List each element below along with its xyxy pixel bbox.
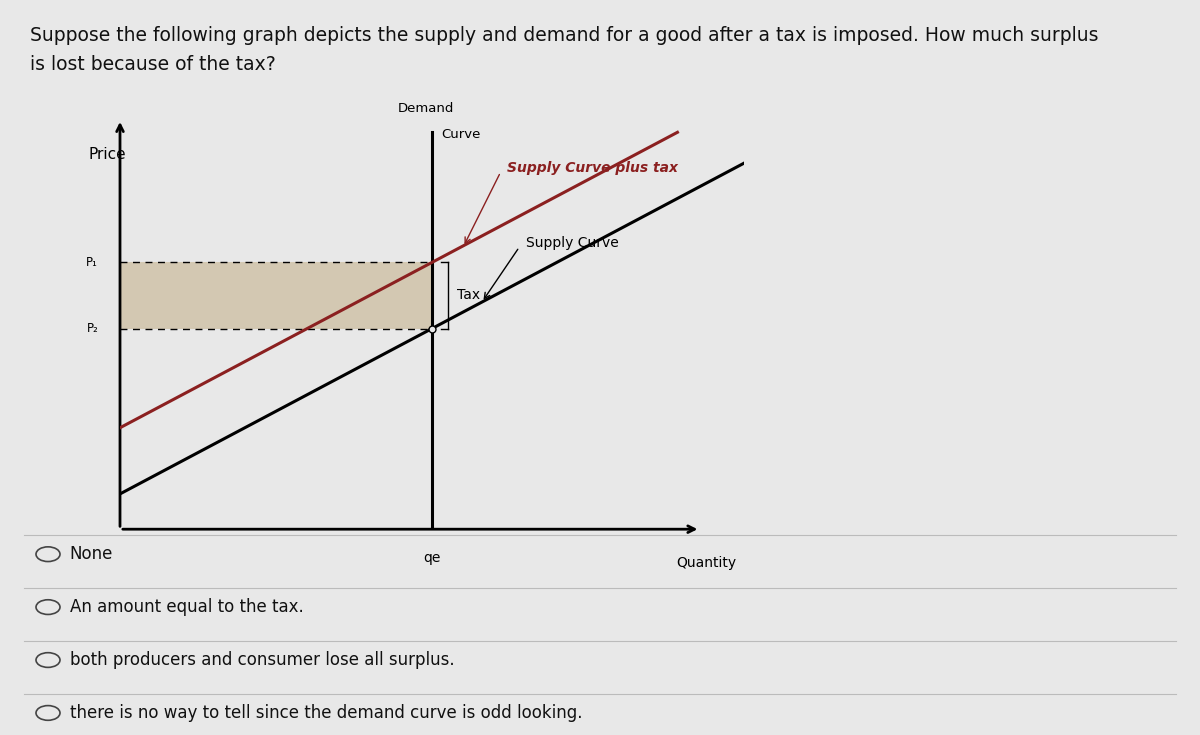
Text: Curve: Curve — [442, 128, 481, 141]
Text: Tax: Tax — [457, 288, 480, 303]
Text: Suppose the following graph depicts the supply and demand for a good after a tax: Suppose the following graph depicts the … — [30, 26, 1098, 45]
Text: An amount equal to the tax.: An amount equal to the tax. — [70, 598, 304, 616]
Text: there is no way to tell since the demand curve is odd looking.: there is no way to tell since the demand… — [70, 704, 582, 722]
Polygon shape — [120, 262, 432, 329]
Text: qe: qe — [424, 551, 440, 565]
Text: Quantity: Quantity — [677, 556, 737, 570]
Text: P₂: P₂ — [86, 322, 98, 335]
Text: both producers and consumer lose all surplus.: both producers and consumer lose all sur… — [70, 651, 455, 669]
Text: P₁: P₁ — [86, 256, 98, 269]
Text: is lost because of the tax?: is lost because of the tax? — [30, 55, 276, 74]
Text: Price: Price — [89, 147, 126, 162]
Text: None: None — [70, 545, 113, 563]
Text: Supply Curve: Supply Curve — [526, 235, 618, 250]
Text: Demand: Demand — [397, 101, 454, 115]
Text: Supply Curve plus tax: Supply Curve plus tax — [506, 160, 678, 175]
